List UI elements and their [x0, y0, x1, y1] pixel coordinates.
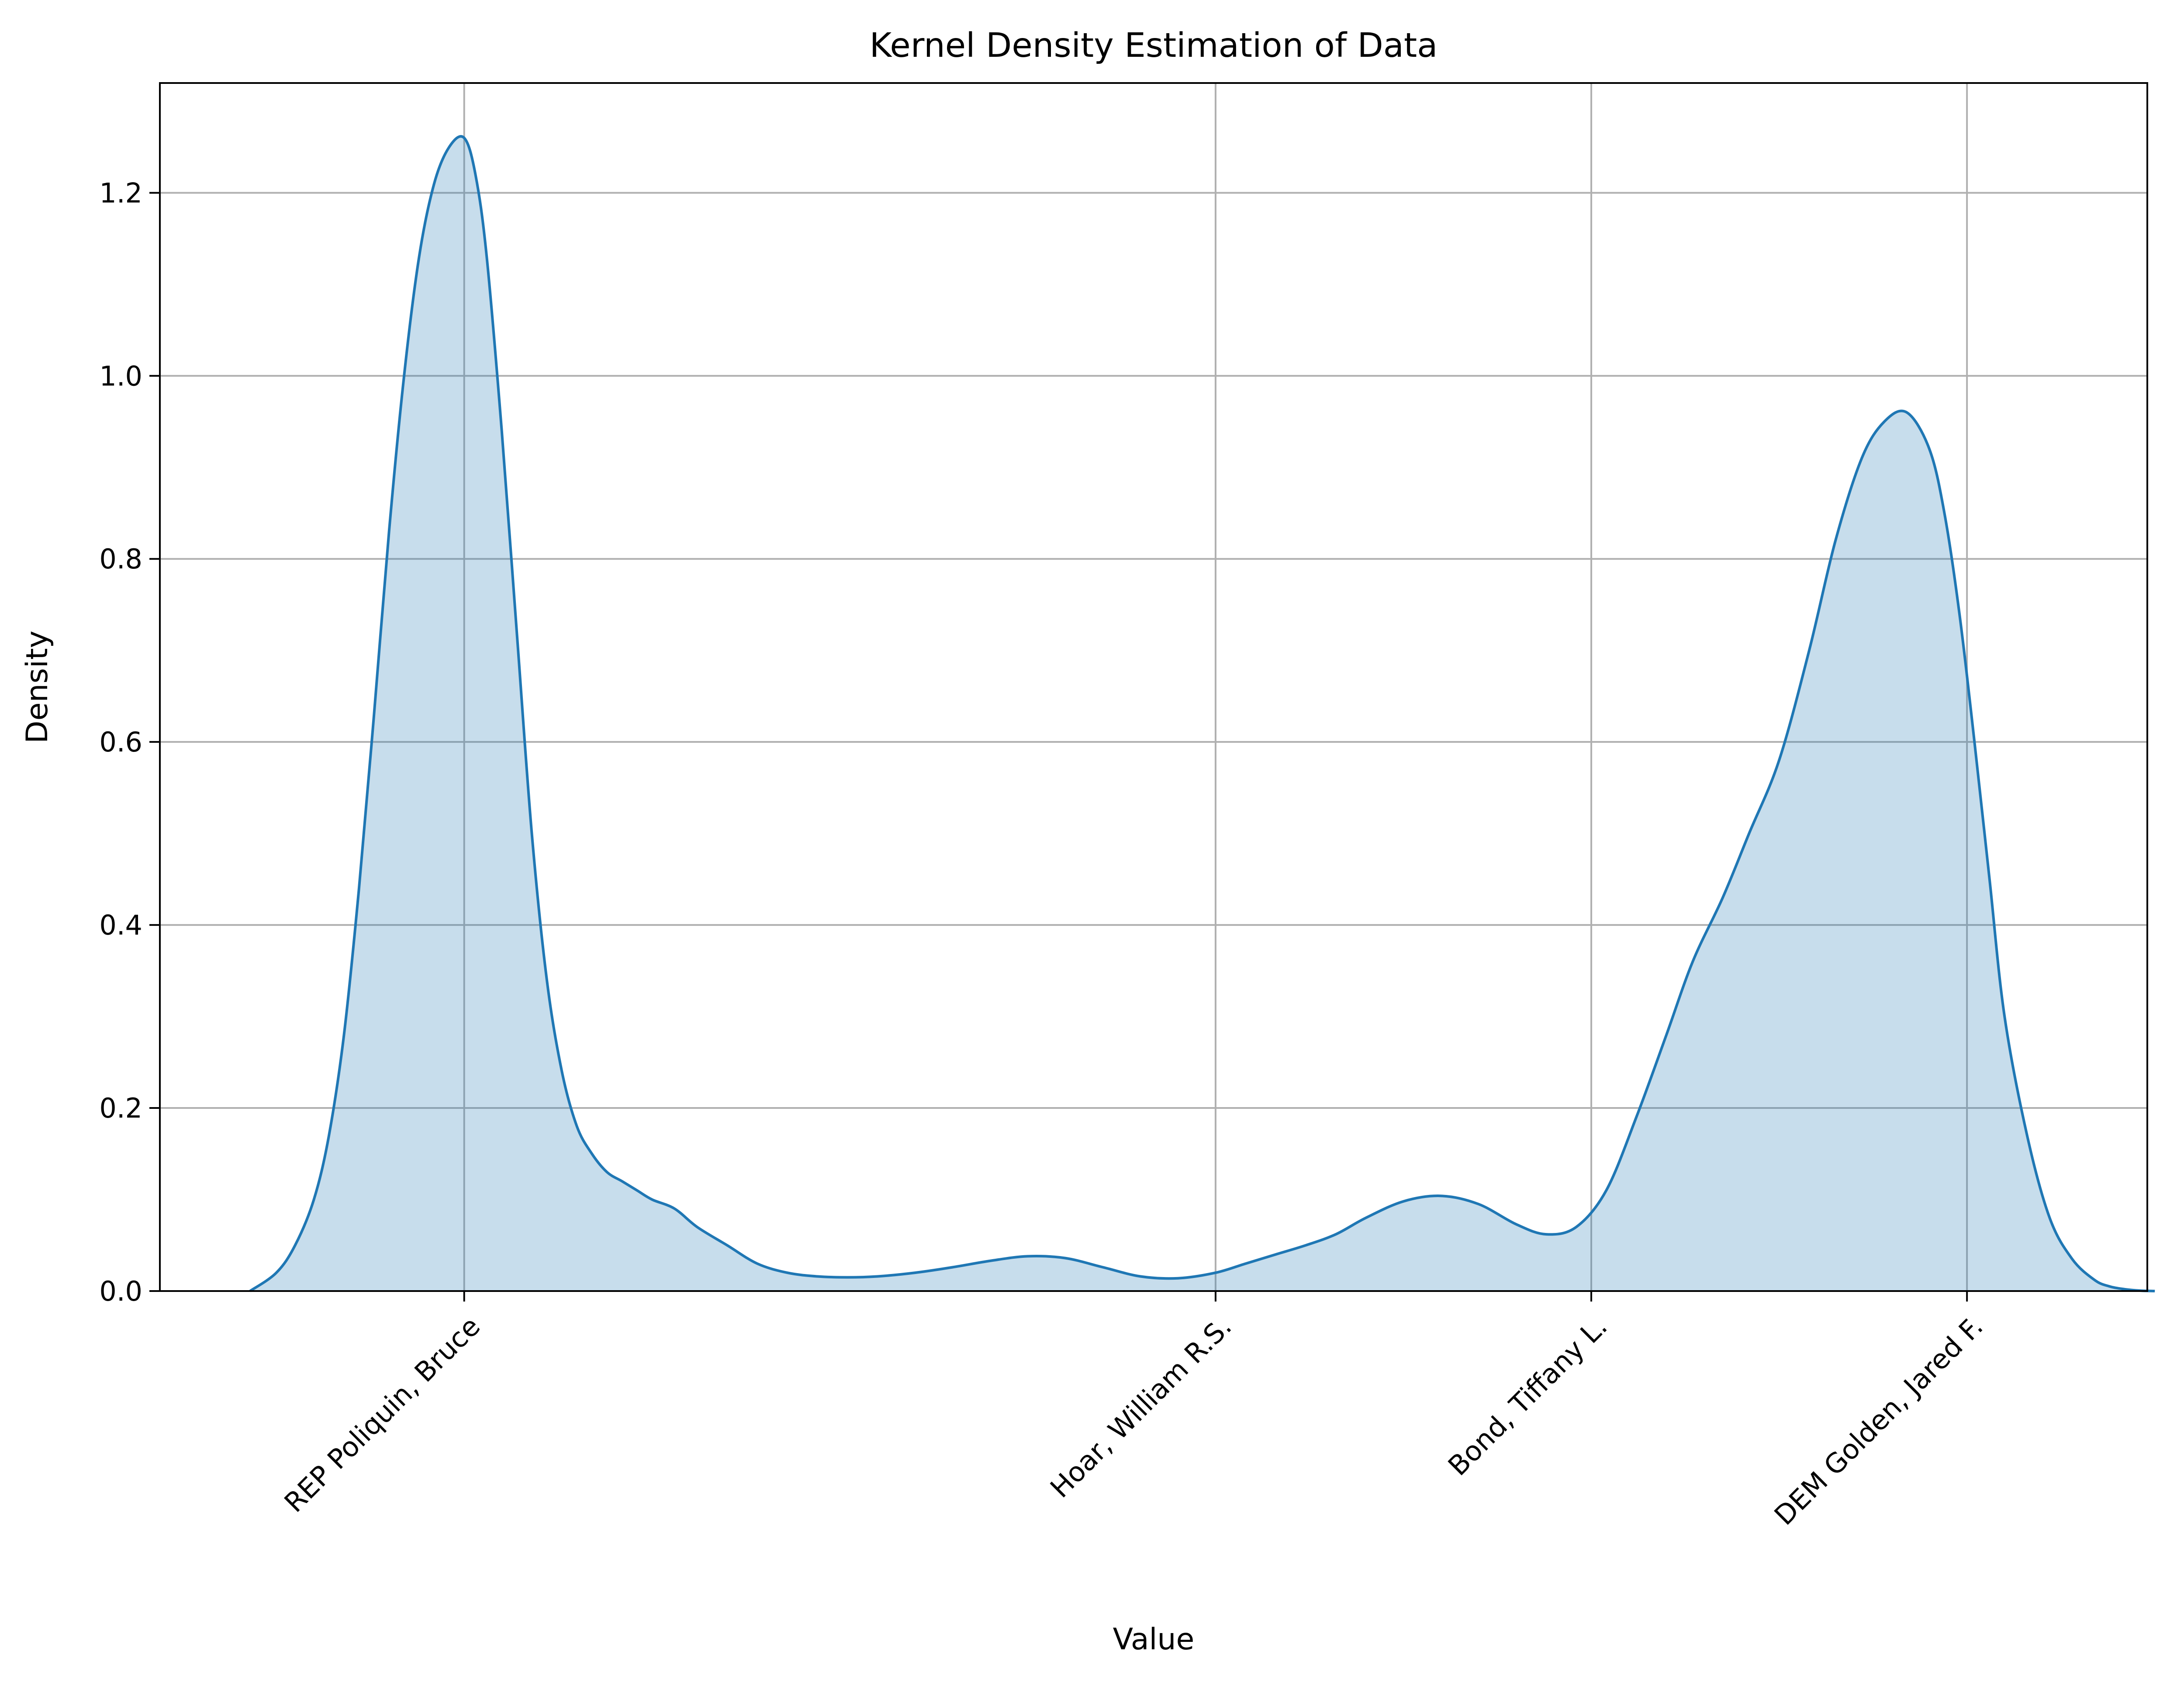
y-tick-label-3: 0.6 [99, 726, 142, 758]
y-tick-label-4: 0.8 [99, 543, 142, 575]
y-tick-label-2: 0.4 [99, 909, 142, 941]
y-tick-label-1: 0.2 [99, 1092, 142, 1124]
plot-frame [159, 82, 2148, 1292]
x-tick-label-3: DEM Golden, Jared F. [1768, 1310, 1989, 1531]
x-tick-label-1: Hoar, William R.S. [1044, 1310, 1237, 1504]
x-axis-ticks: REP Poliquin, Bruce Hoar, William R.S. Bon… [278, 1291, 1989, 1531]
x-tick-label-2: Bond, Tiffany L. [1442, 1310, 1614, 1482]
density-fill-area [250, 136, 2155, 1291]
y-axis-label: Density [20, 630, 55, 744]
y-tick-label-5: 1.0 [99, 360, 142, 392]
x-tick-label-0: REP Poliquin, Bruce [278, 1310, 487, 1519]
x-axis-label: Value [1113, 1622, 1195, 1657]
y-axis-ticks: 0.0 0.2 0.4 0.6 0.8 1.0 1.2 [99, 177, 160, 1307]
y-tick-label-0: 0.0 [99, 1275, 142, 1307]
density-curve-line [249, 135, 2155, 1292]
y-tick-label-6: 1.2 [99, 177, 142, 209]
chart-title: Kernel Density Estimation of Data [870, 26, 1438, 65]
